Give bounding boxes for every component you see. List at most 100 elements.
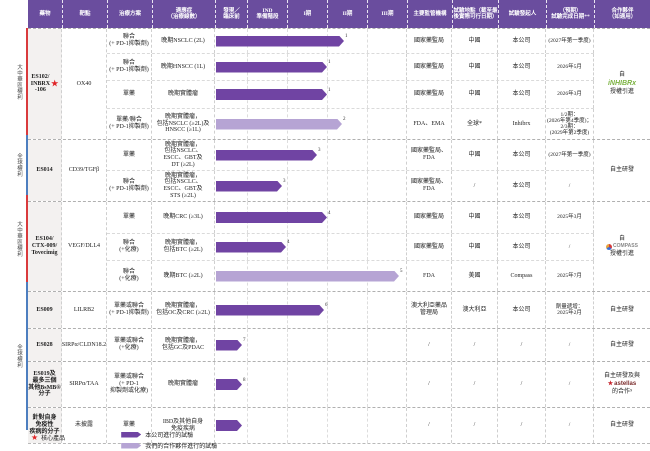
milestone-cell: 2025年3月 <box>546 202 594 233</box>
astellas-logo: ★ astellas <box>608 381 636 388</box>
trial-row: 聯合 (+ PD-1抑製劑) 晚期NSCLC (2L) 1 國家藥監局 中國 本… <box>107 29 594 53</box>
milestone-cell: / <box>546 408 594 443</box>
footnote-sup: 7 <box>243 338 246 344</box>
partner-cell: 自 iNHIBRx 授權引進 <box>594 29 650 139</box>
trial-row: 單藥或聯合 (+ PD-1 抑製劑或化療) 晚期實體瘤 8 / / / / <box>107 362 594 407</box>
drug-cell: ES009 <box>28 292 62 328</box>
regulator-cell: 國家藥監局 <box>407 29 452 53</box>
indication-cell: 晚期NSCLC (2L) <box>152 29 215 53</box>
regimen-cell: 聯合 (+ PD-1抑製劑) <box>107 29 152 53</box>
legend-own-label: 本公司進行的試驗 <box>145 433 194 439</box>
section-rows: 單藥或聯合 (+化療) 晚期實體瘤， 包括GC及PDAC 7 / / / / <box>107 329 594 361</box>
regulator-cell: FDA <box>407 261 452 291</box>
milestone-cell: / <box>546 362 594 407</box>
regulator-cell: 澳大利亞藥品 管理局 <box>407 292 452 328</box>
header-drug: 藥物 <box>39 10 51 17</box>
trial-row: 聯合 (+化療) 晚期實體瘤， 包括BTC (≥2L) 4 國家藥監局 中國 本… <box>107 233 594 260</box>
header-partner: 合作夥伴 （如適用） <box>594 0 650 28</box>
footnote-sup: 4 <box>287 240 290 246</box>
footnote-sup: 2 <box>343 117 346 123</box>
target-cell: VEGF/DLL4 <box>62 202 107 291</box>
progress-bar <box>216 420 242 431</box>
trial-row: 單藥 晚期實體瘤 1 國家藥監局 中國 本公司 2026年3月 <box>107 80 594 108</box>
location-cell: / <box>452 362 498 407</box>
drug-name: ES102/ INBRX -106 <box>30 73 51 94</box>
partner-cell: 自主研發 <box>609 422 634 429</box>
phase-chart-cell: 3 <box>215 171 407 201</box>
drug-cell: ES104/ CTX-009/ Tovecimig <box>28 202 62 291</box>
sponsor-cell: 本公司 <box>498 54 546 80</box>
location-cell: 澳大利亞 <box>452 292 498 328</box>
indication-cell: 晚期HNSCC (1L) <box>152 54 215 80</box>
compass-logo-text: COMPASS <box>613 242 638 249</box>
inhibrx-logo: iNHIBRx <box>607 80 636 88</box>
legend-core-label: 核心產品 <box>41 436 66 442</box>
partner-trial-swatch <box>121 443 141 449</box>
header-phase-ind: IND 準備階段 <box>247 0 287 28</box>
progress-bar <box>216 212 327 223</box>
drug-cell: ES014 <box>28 140 62 201</box>
partner-prefix: 自主研發及與 <box>603 373 640 380</box>
phase-chart-cell <box>215 408 407 443</box>
location-cell: 中國 <box>452 234 498 260</box>
regimen-cell: 聯合 (+ PD-1抑製劑) <box>107 171 152 201</box>
milestone-cell: 2026年3月 <box>546 81 594 108</box>
trial-row: 單藥或聯合 (+ PD-1抑製劑) 晚期實體瘤， 包括OC及CRC (≥2L) … <box>107 292 594 328</box>
indication-cell: 晚期實體瘤， 包括GC及PDAC <box>152 329 215 361</box>
target-cell: 未披露 <box>62 408 107 443</box>
progress-bar-partner <box>216 271 399 282</box>
progress-bar <box>216 242 286 253</box>
location-cell: / <box>452 329 498 361</box>
rights-segment-greater-china-1: 大中華區權利 <box>16 28 28 135</box>
table-header: 藥物 靶點 治療方案 適應症 （治療線數） 發現／ 臨床前 IND 準備階段 I… <box>28 0 650 28</box>
indication-cell: 晚期實體瘤， 包括NSCLC (≥2L)及 HNSCC (≥1L) <box>152 109 215 139</box>
target-cell: CD39/TGFβ <box>62 140 107 201</box>
rights-label: 全球權利 <box>16 153 22 177</box>
rights-segment-greater-china-2: 大中華區權利 <box>16 195 28 282</box>
trial-row: 聯合 (+ PD-1抑製劑) 晚期HNSCC (1L) 1 國家藥監局 中國 本… <box>107 53 594 80</box>
partner-prefix: 自 <box>618 72 625 79</box>
section-es102: ES102/ INBRX -106 ★ OX40 聯合 (+ PD-1抑製劑) 晚… <box>28 28 650 139</box>
milestone-cell: 2026年5月 <box>546 54 594 80</box>
compass-logo-icon <box>606 243 613 250</box>
regulator-cell: 國家藥監局、 FDA <box>407 140 452 170</box>
sponsor-cell: Compass <box>498 261 546 291</box>
regulator-cell: 國家藥監局 <box>407 234 452 260</box>
regimen-cell: 聯合 (+化療) <box>107 261 152 291</box>
sponsor-cell: 本公司 <box>498 140 546 170</box>
section-es028: ES028 SIRPα/CLDN18.2 單藥或聯合 (+化療) 晚期實體瘤， … <box>28 328 650 361</box>
rights-segment-global-1: 全球權利 <box>16 135 28 195</box>
progress-bar <box>216 340 242 351</box>
astellas-star-icon: ★ <box>607 381 614 388</box>
milestone-cell: 劑量遞增： 2025年2月 <box>546 292 594 328</box>
progress-bar <box>216 62 327 73</box>
phase-chart-cell: 5 <box>215 261 407 291</box>
target-cell: LILRB2 <box>62 292 107 328</box>
trial-row: 單藥/聯合 (+ PD-1抑製劑) 晚期實體瘤， 包括NSCLC (≥2L)及 … <box>107 108 594 139</box>
phase-chart-cell: 7 <box>215 329 407 361</box>
target-cell: SIRPα/TAA <box>62 362 107 407</box>
rights-label: 大中華區權利 <box>16 220 22 257</box>
partner-cell: 自 COMPASS 授權引進 <box>594 202 650 291</box>
phase-chart-cell: 4 <box>215 202 407 233</box>
footnote-sup: 3 <box>283 179 286 185</box>
location-cell: / <box>452 171 498 201</box>
milestone-cell: 2025年7月 <box>546 261 594 291</box>
sponsor-cell: / <box>498 362 546 407</box>
regulator-cell: 國家藥監局 <box>407 54 452 80</box>
compass-logo: COMPASS <box>606 242 638 250</box>
drug-cell: 針對自身 免疫性 疾病的分子 <box>28 408 62 443</box>
regulator-cell: FDA、EMA <box>407 109 452 139</box>
footnote-sup: 8 <box>243 377 246 383</box>
trial-row: 單藥 晚期CRC (≥3L) 4 國家藥監局 中國 本公司 2025年3月 <box>107 202 594 233</box>
table-body: ES102/ INBRX -106 ★ OX40 聯合 (+ PD-1抑製劑) 晚… <box>28 28 650 444</box>
partner-suffix: 授權引進 <box>609 250 634 257</box>
rights-label: 全球權利 <box>16 344 22 368</box>
indication-cell: IBD及其他自身 免疫疾病 <box>152 408 215 443</box>
partner-cell: 自主研發及與 ★ astellas 的合作⁹ <box>594 362 650 407</box>
partner-cell: 自主研發 <box>609 167 634 174</box>
sponsor-cell: Inhibrx <box>498 109 546 139</box>
regulator-cell: / <box>407 362 452 407</box>
indication-cell: 晚期BTC (≥2L) <box>152 261 215 291</box>
header-target: 靶點 <box>62 0 107 28</box>
